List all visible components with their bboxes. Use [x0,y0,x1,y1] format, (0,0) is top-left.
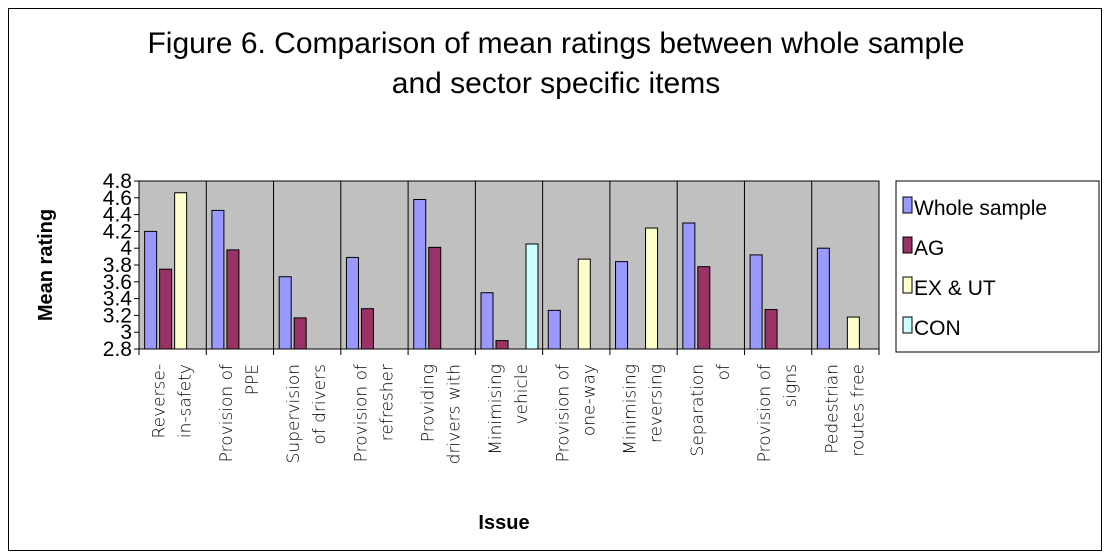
legend-swatch [902,236,913,254]
y-tick-label: 3 [120,321,132,344]
x-category-label: refresher [377,364,397,441]
y-tick-label: 3.6 [103,271,132,294]
legend-swatch [902,316,913,334]
x-category-label: Pedestrian [822,364,842,454]
bar [547,309,561,350]
bar [615,261,629,350]
x-category-label: Minimising [486,364,506,455]
x-category-label: Separation [688,364,708,456]
bar [816,247,830,350]
bar [293,317,307,350]
bar [495,340,509,350]
legend-box [895,180,1100,353]
x-category-label: in-safety [176,364,196,438]
bar [345,256,359,350]
x-category-label: Provision of [217,364,237,462]
bar [159,268,173,350]
x-category-label: Provision of [553,364,573,462]
bar [764,309,778,350]
x-category-label: Minimising [621,364,641,455]
bar [174,192,188,350]
y-tick-label: 3.2 [103,304,132,327]
x-category-label: Supervision [284,364,304,463]
bar [226,249,240,350]
y-tick-label: 4.6 [103,187,132,210]
bar [413,198,427,350]
x-category-label: vehicle [512,364,532,425]
bar [577,258,591,350]
chart-title-line-2: and sector specific items [391,67,721,100]
y-axis-title: Mean rating [35,209,57,321]
legend-label: EX & UT [914,277,996,300]
x-category-label: of [714,364,734,380]
legend-label: CON [914,317,961,340]
x-category-label: Provision of [755,364,775,462]
legend-swatch [902,196,913,214]
x-category-label: of drivers [310,364,330,445]
legend-label: AG [914,237,944,260]
bar [749,254,763,350]
x-category-label: reversing [647,364,667,443]
y-tick-label: 3.8 [103,254,132,277]
legend-swatch [902,276,913,294]
x-category-label: drivers with [445,364,465,464]
bar [697,266,711,350]
x-category-label: Reverse- [150,364,170,438]
x-category-label: Providing [419,364,439,442]
bar [846,316,860,350]
bar [278,276,292,350]
x-category-label: signs [781,364,801,407]
bar [480,292,494,350]
bar [360,308,374,350]
x-axis-title: Issue [478,512,529,534]
bar [211,209,225,350]
x-category-label: routes free [848,364,868,457]
y-tick-label: 4.4 [103,204,133,227]
y-tick-label: 4.2 [103,220,132,243]
bar [525,243,539,350]
x-category-label: one-way [579,364,599,436]
y-tick-label: 4.8 [103,170,132,193]
chart-title: Figure 6. Comparison of mean ratings bet… [0,24,1112,104]
bar [682,222,696,350]
x-category-label: Provision of [351,364,371,462]
chart-title-line-1: Figure 6. Comparison of mean ratings bet… [147,27,965,60]
y-tick-label: 2.8 [103,338,132,361]
x-category-label: PPE [243,364,263,395]
bar [428,246,442,350]
legend-label: Whole sample [914,197,1047,220]
bar [645,227,659,350]
y-tick-label: 3.4 [103,288,133,311]
y-tick-label: 4 [120,237,132,260]
bar [144,230,158,350]
